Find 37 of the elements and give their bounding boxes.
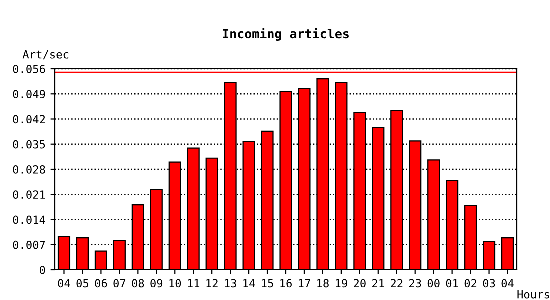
x-tick-label: 07 [114,279,126,288]
x-tick-label: 15 [262,279,274,288]
x-tick-label: 02 [464,279,477,288]
x-tick-label: 00 [428,279,440,288]
x-tick-label: 21 [372,279,384,288]
x-tick-label: 12 [206,279,218,288]
x-tick-label: 18 [318,279,329,288]
x-tick-label: 17 [299,279,310,288]
y-tick-label: 0.049 [13,90,46,99]
x-tick-label: 09 [150,279,163,288]
y-tick-label: 0.007 [13,240,46,250]
chart-title: Incoming articles [223,28,349,42]
x-tick-label: 23 [409,279,422,288]
x-tick-label: 16 [280,279,292,288]
x-tick-label: 04 [58,279,70,288]
y-tick-label: 0.014 [13,216,46,224]
y-axis-title: Art/sec [22,50,69,60]
x-tick-label: 10 [170,279,182,288]
y-tick-label: 0.035 [13,140,46,149]
y-tick-label: 0.056 [13,65,46,74]
x-tick-label: 22 [391,279,403,288]
y-tick-label: 0.042 [13,115,46,124]
x-tick-label: 13 [225,279,236,288]
x-tick-label: 06 [95,279,108,288]
x-axis-title: Hours [518,290,550,299]
x-tick-label: 08 [132,279,144,288]
text: 0 [40,266,46,274]
x-tick-label: 01 [446,279,458,288]
x-tick-label: 05 [76,279,89,288]
x-tick-label: 19 [336,279,348,288]
y-tick-label: 0.028 [13,166,46,174]
x-tick-label: 20 [354,279,366,288]
x-tick-label: 14 [244,279,256,288]
x-tick-label: 11 [188,279,200,288]
x-tick-label: 04 [502,279,514,288]
y-tick-label: 0.021 [13,190,46,200]
x-tick-label: 03 [483,279,496,288]
